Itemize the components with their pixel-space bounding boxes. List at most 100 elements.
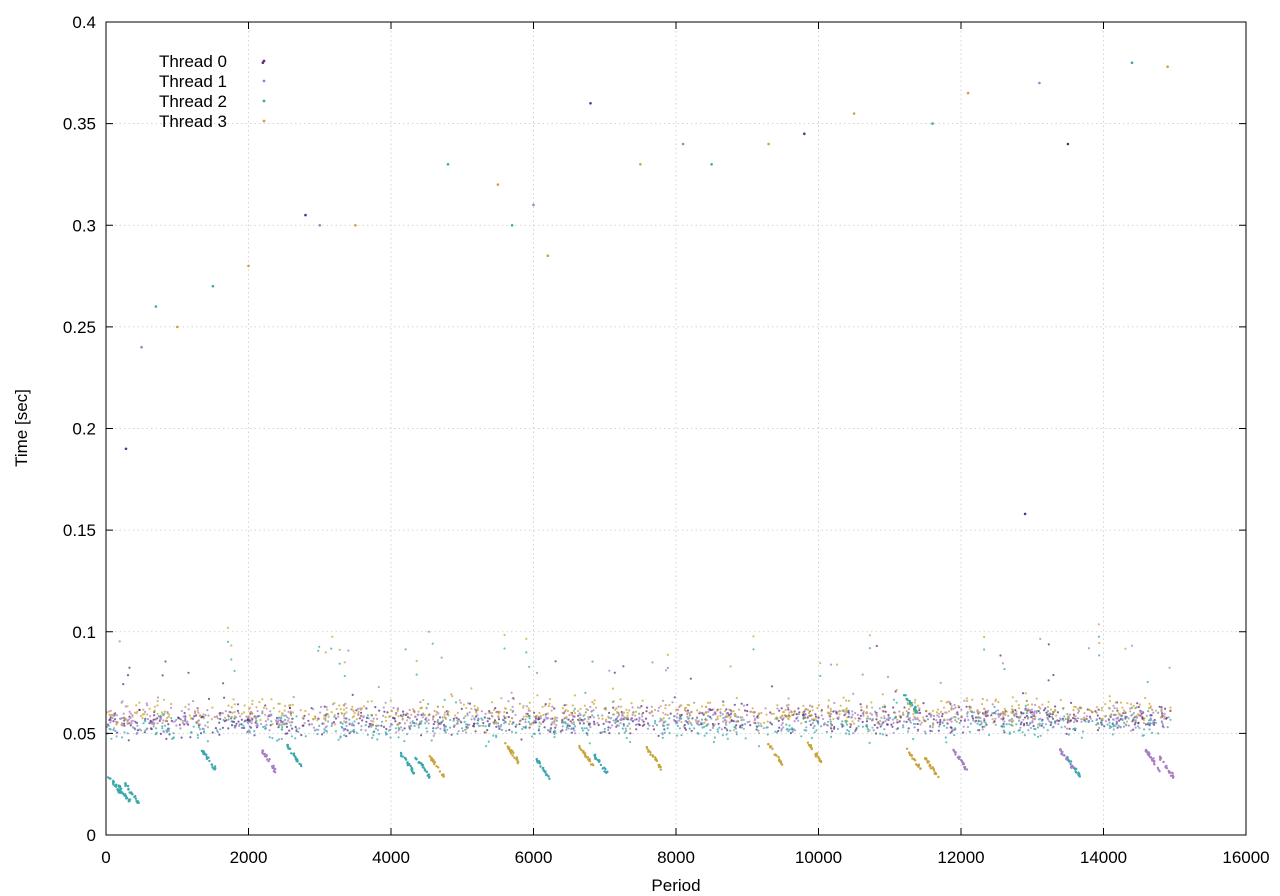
- data-point: [490, 701, 493, 704]
- data-point: [327, 715, 330, 718]
- data-point: [949, 726, 952, 729]
- data-point: [121, 716, 124, 720]
- data-point: [360, 725, 363, 728]
- data-point: [1029, 709, 1032, 712]
- data-point: [288, 747, 291, 751]
- y-tick-label: 0.35: [63, 115, 96, 134]
- data-point: [1134, 726, 1137, 729]
- data-point: [776, 707, 779, 710]
- data-point: [216, 717, 220, 720]
- data-point: [196, 734, 199, 737]
- data-point: [1119, 726, 1122, 729]
- data-point: [798, 711, 801, 714]
- data-point: [937, 775, 940, 779]
- data-point: [649, 712, 652, 715]
- data-point: [630, 702, 633, 705]
- data-point: [527, 720, 530, 724]
- data-point: [338, 662, 341, 665]
- data-point: [123, 722, 126, 725]
- data-point: [879, 725, 882, 728]
- data-point: [464, 723, 468, 726]
- data-point: [161, 727, 164, 730]
- data-point: [681, 142, 685, 146]
- data-point: [168, 727, 171, 730]
- data-point: [746, 721, 749, 724]
- data-point: [1023, 512, 1027, 516]
- data-point: [914, 763, 918, 766]
- data-point: [242, 711, 246, 714]
- data-point: [1119, 713, 1122, 716]
- data-point: [528, 665, 531, 668]
- data-point: [280, 728, 283, 731]
- data-point: [351, 705, 354, 708]
- data-point: [502, 715, 506, 718]
- data-point: [1123, 711, 1127, 714]
- data-point: [769, 745, 772, 749]
- data-point: [148, 707, 151, 710]
- data-point: [914, 722, 917, 726]
- data-point: [590, 710, 593, 713]
- data-point: [571, 713, 574, 717]
- data-point: [887, 714, 890, 717]
- data-point: [854, 717, 857, 720]
- data-point: [265, 723, 268, 726]
- data-point: [879, 732, 882, 735]
- data-point: [902, 713, 905, 716]
- data-point: [619, 722, 622, 725]
- data-point: [845, 723, 849, 726]
- data-point: [292, 752, 296, 755]
- data-point: [538, 732, 542, 735]
- data-point: [569, 720, 573, 723]
- data-point: [280, 714, 283, 717]
- data-point: [160, 716, 163, 719]
- data-point: [432, 723, 435, 726]
- data-point: [839, 704, 842, 707]
- data-point: [620, 710, 623, 714]
- data-point: [295, 759, 298, 763]
- data-point: [464, 731, 467, 734]
- data-point: [549, 727, 553, 730]
- data-point: [937, 715, 941, 718]
- data-point: [983, 720, 986, 723]
- data-point: [1152, 711, 1155, 714]
- data-point: [819, 674, 822, 678]
- data-point: [1048, 720, 1051, 723]
- data-point: [622, 724, 626, 727]
- data-point: [384, 733, 388, 736]
- data-point: [280, 721, 283, 724]
- data-point: [1031, 703, 1034, 706]
- data-point: [444, 731, 447, 734]
- data-point: [522, 715, 525, 718]
- data-point: [755, 725, 758, 728]
- data-point: [945, 726, 949, 729]
- data-point: [327, 720, 330, 723]
- data-point: [187, 671, 190, 674]
- data-point: [725, 723, 728, 726]
- data-point: [551, 721, 554, 724]
- data-point: [735, 696, 738, 700]
- data-point: [629, 727, 632, 730]
- data-point: [628, 722, 631, 725]
- data-point: [1047, 700, 1050, 704]
- data-point: [587, 729, 590, 732]
- data-point: [1144, 696, 1147, 700]
- data-point: [664, 707, 667, 710]
- data-point: [383, 710, 386, 713]
- data-point: [788, 715, 792, 718]
- data-point: [441, 716, 444, 719]
- data-point: [597, 717, 601, 720]
- data-point: [288, 704, 291, 707]
- data-point: [111, 716, 114, 720]
- data-point: [617, 705, 620, 708]
- data-point: [476, 722, 479, 725]
- data-point: [473, 717, 476, 720]
- data-point: [255, 706, 258, 709]
- data-point: [643, 723, 646, 726]
- data-point: [269, 724, 272, 727]
- data-point: [301, 724, 304, 727]
- data-point: [533, 711, 536, 714]
- data-point: [690, 710, 693, 713]
- data-point: [136, 724, 139, 727]
- data-point: [935, 711, 939, 714]
- data-point: [857, 725, 860, 728]
